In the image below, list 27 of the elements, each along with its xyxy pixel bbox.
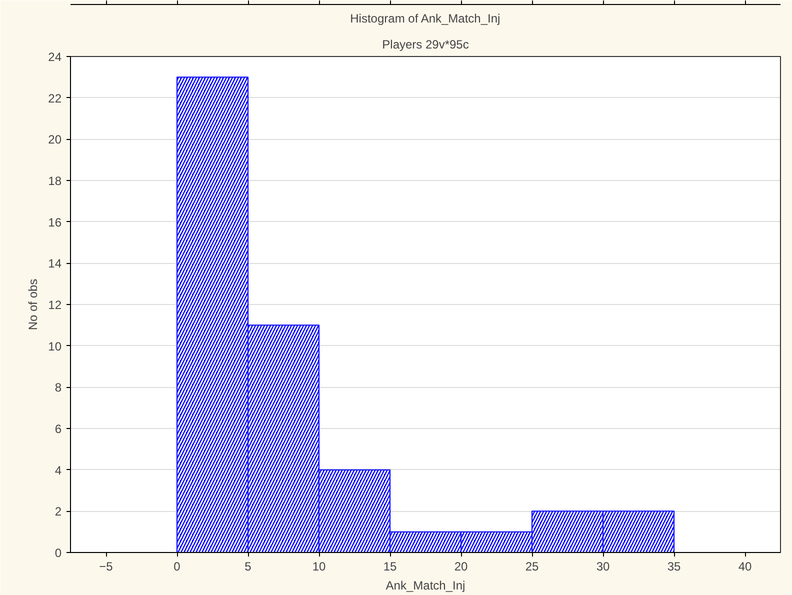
- y-tick-label: 8: [54, 380, 62, 395]
- y-tick-label: 0: [54, 546, 62, 560]
- y-axis-title: No of obs: [26, 278, 40, 330]
- x-tick-label: 25: [525, 560, 539, 574]
- x-tick-label: 15: [383, 560, 397, 574]
- x-axis-title: Ank_Match_Inj: [386, 578, 466, 592]
- x-tick-label: 20: [454, 560, 468, 574]
- y-tick-label: 4: [54, 463, 62, 478]
- chart-subtitle: Players 29v*95c: [382, 38, 469, 52]
- y-tick-label: 14: [48, 256, 62, 271]
- y-tick-label: 20: [48, 132, 62, 147]
- chart-title: Histogram of Ank_Match_Inj: [350, 12, 500, 26]
- x-tick-label: 30: [596, 560, 610, 574]
- x-tick-label: −5: [99, 560, 114, 574]
- y-tick-label: 10: [48, 339, 62, 354]
- y-tick-label: 22: [48, 91, 62, 106]
- y-tick-label: 24: [48, 50, 62, 64]
- x-tick-label: 40: [738, 560, 752, 574]
- y-tick-label: 16: [48, 215, 62, 230]
- y-tick-label: 18: [48, 174, 62, 188]
- y-tick-label: 2: [54, 504, 62, 519]
- y-tick-label: 12: [48, 298, 62, 312]
- x-tick-label: 5: [244, 560, 252, 574]
- x-tick-label: 0: [174, 560, 181, 574]
- y-tick-label: 6: [54, 422, 62, 436]
- x-tick-label: 10: [312, 560, 326, 574]
- x-tick-label: 35: [667, 560, 681, 574]
